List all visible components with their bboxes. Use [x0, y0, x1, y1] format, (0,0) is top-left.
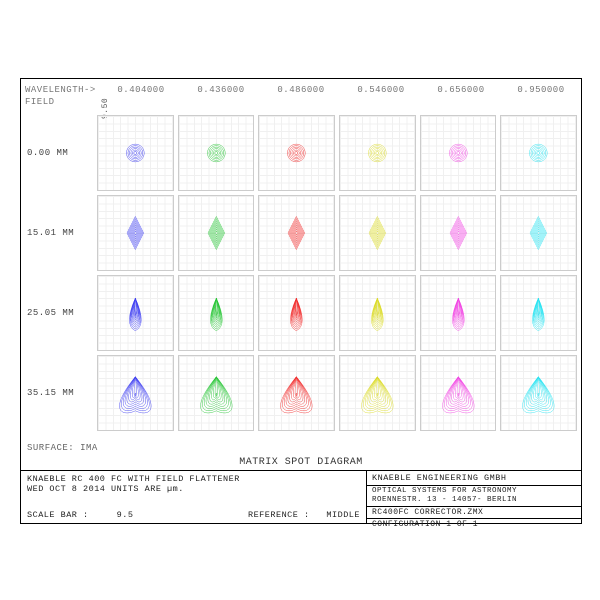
spot-glyph: [98, 196, 173, 270]
spot-glyph: [179, 196, 254, 270]
wavelength-arrow-label: WAVELENGTH->: [21, 85, 101, 95]
reference-label: REFERENCE :: [248, 510, 310, 520]
surface-label: SURFACE: IMA: [27, 443, 98, 453]
spot-glyph: [421, 356, 496, 430]
spot-cell: [339, 275, 416, 351]
info-title-block: KNAEBLE RC 400 FC WITH FIELD FLATTENER W…: [21, 470, 581, 523]
spot-cell: [178, 275, 255, 351]
company-addr1: OPTICAL SYSTEMS FOR ASTRONOMY: [372, 487, 517, 495]
spot-cell: [97, 115, 174, 191]
wavelength-3: 0.486000: [261, 85, 341, 95]
spot-cell: [420, 355, 497, 431]
wavelength-6: 0.950000: [501, 85, 581, 95]
spot-cell: [178, 355, 255, 431]
spot-glyph: [501, 196, 576, 270]
spot-glyph: [179, 276, 254, 350]
spot-cell: [178, 115, 255, 191]
spot-glyph: [179, 116, 254, 190]
spot-glyph: [501, 276, 576, 350]
spot-glyph: [98, 276, 173, 350]
spot-cell: [258, 195, 335, 271]
field-label-2: 15.01 MM: [21, 195, 93, 271]
spot-cell: [339, 115, 416, 191]
field-axis-label: FIELD: [25, 97, 55, 107]
spot-cell: [258, 275, 335, 351]
spot-cell: [97, 195, 174, 271]
configuration-line: CONFIGURATION 1 OF 1: [367, 519, 581, 530]
spot-glyph: [421, 116, 496, 190]
file-name: RC400FC CORRECTOR.ZMX: [367, 507, 581, 519]
spot-glyph: [98, 356, 173, 430]
info-left-block: KNAEBLE RC 400 FC WITH FIELD FLATTENER W…: [21, 471, 367, 523]
wavelength-4: 0.546000: [341, 85, 421, 95]
field-label-1: 0.00 MM: [21, 115, 93, 191]
wavelength-1: 0.404000: [101, 85, 181, 95]
spot-cell: [258, 355, 335, 431]
wavelength-2: 0.436000: [181, 85, 261, 95]
spot-grid: [97, 115, 577, 431]
field-label-3: 25.05 MM: [21, 275, 93, 351]
company-addr2: ROENNESTR. 13 - 14057- BERLIN: [372, 496, 517, 504]
spot-glyph: [340, 276, 415, 350]
spot-glyph: [259, 116, 334, 190]
spot-cell: [339, 195, 416, 271]
spot-cell: [500, 355, 577, 431]
spot-cell: [420, 275, 497, 351]
reference-value: MIDDLE: [326, 510, 360, 520]
date-units-line: WED OCT 8 2014 UNITS ARE µm.: [27, 484, 360, 494]
wavelength-header-row: WAVELENGTH-> 0.404000 0.436000 0.486000 …: [21, 85, 581, 95]
spot-cell: [420, 115, 497, 191]
spot-cell: [258, 115, 335, 191]
scale-bar-label: SCALE BAR :: [27, 510, 89, 520]
spot-cell: [97, 275, 174, 351]
wavelength-5: 0.656000: [421, 85, 501, 95]
spot-cell: [97, 355, 174, 431]
spot-diagram-frame: WAVELENGTH-> 0.404000 0.436000 0.486000 …: [20, 78, 582, 524]
company-name: KNAEBLE ENGINEERING GMBH: [367, 471, 581, 486]
spot-glyph: [501, 356, 576, 430]
spot-glyph: [259, 356, 334, 430]
spot-glyph: [421, 276, 496, 350]
field-label-4: 35.15 MM: [21, 355, 93, 431]
spot-cell: [500, 115, 577, 191]
spot-glyph: [179, 356, 254, 430]
spot-glyph: [340, 356, 415, 430]
scale-bar-value: 9.5: [117, 510, 134, 520]
spot-glyph: [501, 116, 576, 190]
spot-glyph: [340, 196, 415, 270]
spot-cell: [420, 195, 497, 271]
info-right-block: KNAEBLE ENGINEERING GMBH OPTICAL SYSTEMS…: [367, 471, 581, 523]
spot-cell: [500, 275, 577, 351]
spot-cell: [339, 355, 416, 431]
diagram-title: MATRIX SPOT DIAGRAM: [21, 457, 581, 468]
spot-glyph: [421, 196, 496, 270]
spot-glyph: [259, 196, 334, 270]
spot-cell: [178, 195, 255, 271]
spot-glyph: [98, 116, 173, 190]
field-row-labels: 0.00 MM 15.01 MM 25.05 MM 35.15 MM: [21, 115, 93, 431]
instrument-line: KNAEBLE RC 400 FC WITH FIELD FLATTENER: [27, 474, 360, 484]
spot-cell: [500, 195, 577, 271]
spot-glyph: [340, 116, 415, 190]
spot-glyph: [259, 276, 334, 350]
